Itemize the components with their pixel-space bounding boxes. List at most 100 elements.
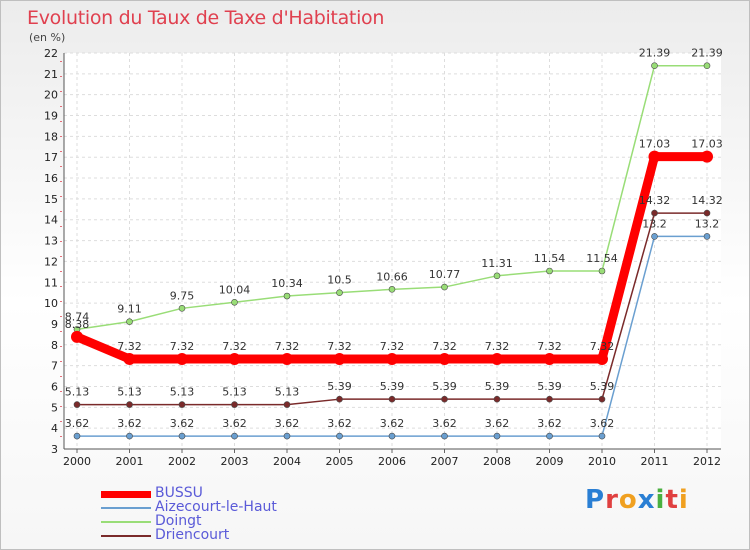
data-label: 11.31 (481, 257, 513, 270)
data-label: 3.62 (327, 417, 352, 430)
logo-letter: x (637, 485, 656, 515)
y-tick-label: 8 (51, 339, 58, 352)
data-point (598, 395, 606, 403)
data-label: 7.32 (380, 340, 405, 353)
data-point (126, 318, 133, 325)
legend-swatch (101, 507, 151, 509)
data-point (73, 432, 81, 440)
data-label: 10.66 (376, 270, 408, 283)
logo-letter: t (665, 485, 679, 515)
data-label: 5.39 (485, 380, 510, 393)
data-label: 3.62 (222, 417, 247, 430)
data-point (178, 305, 186, 312)
data-label: 14.32 (691, 194, 723, 207)
data-point (388, 286, 396, 293)
data-label: 5.13 (275, 386, 300, 399)
data-point (493, 395, 501, 403)
data-label: 3.62 (537, 417, 562, 430)
data-point (596, 352, 608, 365)
y-tick-label: 7 (51, 360, 58, 373)
data-point (228, 352, 241, 365)
data-point (336, 395, 343, 403)
x-tick-label: 2008 (483, 455, 511, 468)
data-label: 3.62 (380, 417, 405, 430)
data-label: 5.13 (222, 386, 247, 399)
data-point (598, 267, 606, 275)
data-label: 17.03 (639, 138, 671, 151)
data-point (231, 432, 238, 440)
data-label: 7.32 (275, 340, 300, 353)
data-label: 5.39 (432, 380, 457, 393)
x-tick-label: 2006 (378, 455, 406, 468)
data-point (491, 352, 503, 365)
data-point (231, 401, 238, 408)
x-tick-label: 2010 (588, 455, 616, 468)
y-tick-label: 17 (44, 151, 58, 164)
x-tick-label: 2000 (63, 455, 91, 468)
data-point (123, 352, 136, 365)
data-point (71, 330, 83, 343)
data-label: 9.75 (170, 289, 195, 302)
data-point (441, 395, 448, 403)
data-point (386, 352, 398, 365)
data-label: 5.39 (590, 380, 615, 393)
data-point (598, 432, 606, 440)
data-label: 7.32 (327, 340, 352, 353)
data-point (651, 62, 658, 70)
data-point (546, 432, 553, 440)
logo-letter: o (618, 485, 638, 515)
data-point (703, 62, 711, 70)
data-point (388, 432, 396, 440)
data-label: 11.54 (586, 252, 618, 265)
data-label: 13.2 (695, 217, 720, 230)
x-tick-label: 2003 (221, 455, 249, 468)
y-tick-label: 12 (44, 255, 58, 268)
data-label: 3.62 (170, 417, 195, 430)
data-point (703, 209, 711, 217)
x-tick-label: 2001 (116, 455, 144, 468)
legend-label: BUSSU (155, 485, 203, 501)
data-label: 21.39 (691, 47, 723, 60)
data-label: 5.39 (537, 380, 562, 393)
data-label: 7.32 (170, 340, 195, 353)
data-label: 13.2 (642, 217, 667, 230)
data-point (703, 233, 711, 240)
data-label: 10.34 (271, 277, 303, 290)
chart-subtitle: (en %) (29, 31, 66, 44)
legend-swatch (101, 521, 151, 523)
data-point (336, 432, 343, 440)
data-point (651, 233, 658, 240)
legend-label: Driencourt (155, 527, 230, 543)
y-tick-label: 13 (44, 235, 58, 248)
data-point (333, 352, 346, 365)
data-label: 7.32 (537, 340, 562, 353)
legend-swatch (101, 535, 151, 537)
data-label: 7.32 (222, 340, 247, 353)
data-point (651, 209, 658, 217)
y-tick-label: 20 (44, 89, 58, 102)
data-point (231, 298, 238, 306)
y-tick-label: 10 (44, 297, 58, 310)
data-label: 5.13 (65, 386, 90, 399)
data-label: 3.62 (590, 417, 615, 430)
data-label: 7.32 (485, 340, 510, 353)
data-point (283, 432, 291, 440)
data-point (126, 401, 133, 408)
data-point (543, 352, 556, 365)
data-label: 7.32 (590, 340, 615, 353)
data-point (701, 150, 713, 163)
y-tick-label: 21 (44, 68, 58, 81)
data-label: 5.39 (327, 380, 352, 393)
data-point (441, 432, 448, 440)
data-label: 3.62 (65, 417, 90, 430)
data-label: 5.13 (170, 386, 195, 399)
y-tick-label: 16 (44, 172, 58, 185)
data-label: 10.04 (219, 283, 251, 296)
data-point (546, 395, 553, 403)
y-tick-label: 9 (51, 318, 58, 331)
data-point (178, 432, 186, 440)
data-label: 3.62 (485, 417, 510, 430)
data-label: 3.62 (432, 417, 457, 430)
y-tick-label: 19 (44, 110, 58, 123)
